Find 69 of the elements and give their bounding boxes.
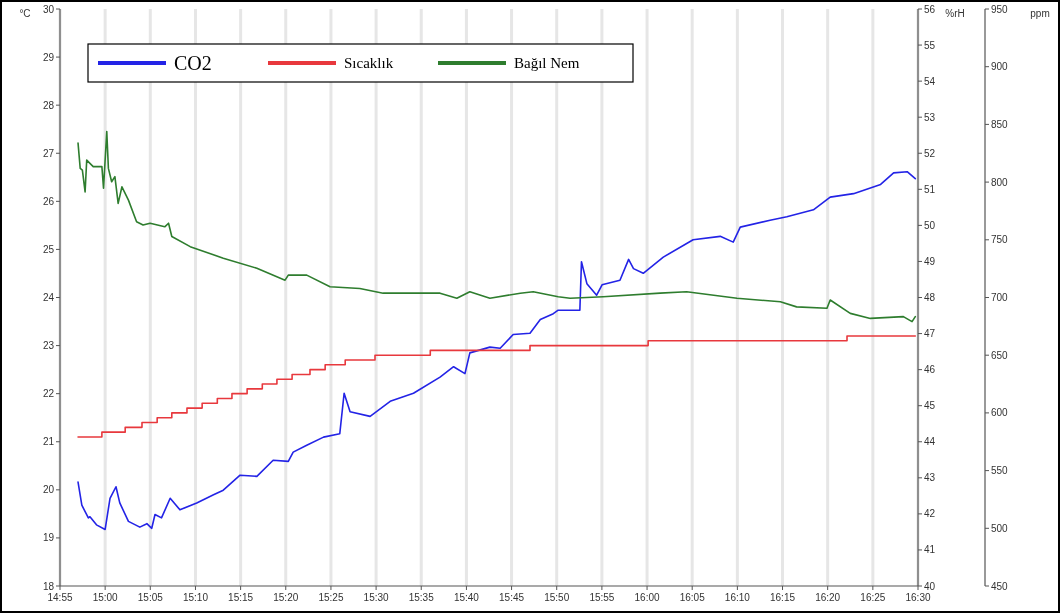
x-tick-label: 15:05	[137, 592, 164, 603]
y3-tick-label: 700	[991, 292, 1009, 303]
x-tick-label: 15:45	[499, 592, 525, 603]
y2-tick-label: 55	[924, 39, 936, 51]
x-tick-label: 16:30	[905, 592, 931, 603]
y2-tick-label: 47	[924, 328, 936, 340]
y3-tick-label: 550	[991, 465, 1009, 477]
x-tick-label: 16:00	[634, 592, 660, 603]
y2-tick-label: 43	[924, 472, 936, 484]
y2-tick-label: 52	[924, 147, 936, 159]
y2-tick-label: 40	[924, 580, 936, 592]
y-tick-label: 30	[42, 3, 55, 15]
y3-tick-label: 850	[991, 118, 1009, 130]
y-tick-label: 23	[42, 340, 55, 352]
y2-tick-label: 42	[924, 508, 936, 520]
x-tick-label: 16:20	[815, 592, 841, 603]
x-tick-label: 15:20	[273, 592, 299, 603]
x-tick-label: 16:15	[770, 592, 796, 603]
y3-tick-label: 900	[991, 61, 1009, 73]
y2-tick-label: 44	[924, 436, 936, 448]
x-tick-label: 15:30	[363, 592, 390, 603]
y-tick-label: 22	[42, 388, 55, 400]
x-tick-label: 15:50	[544, 592, 570, 603]
y-tick-label: 18	[42, 580, 55, 592]
y-tick-label: 19	[42, 532, 55, 544]
y-tick-label: 20	[42, 484, 55, 496]
y2-tick-label: 45	[924, 400, 936, 412]
y3-tick-label: 950	[991, 3, 1009, 15]
x-tick-label: 15:25	[318, 592, 344, 603]
x-tick-label: 15:35	[408, 592, 435, 603]
x-tick-label: 15:10	[182, 592, 209, 603]
y2-tick-label: 50	[924, 219, 936, 231]
x-tick-label: 15:00	[92, 592, 119, 603]
y-tick-label: 21	[42, 436, 55, 448]
x-tick-label: 15:55	[589, 592, 615, 603]
x-tick-label: 16:25	[860, 592, 886, 603]
y2-tick-label: 51	[924, 183, 936, 195]
x-tick-label: 16:10	[724, 592, 751, 603]
x-tick-label: 14:55	[47, 592, 73, 603]
y3-tick-label: 650	[991, 349, 1009, 361]
line-series	[77, 130, 917, 323]
y-tick-label: 29	[42, 51, 55, 63]
y3-tick-label: 800	[991, 176, 1009, 188]
legend-label: Sıcaklık	[344, 55, 394, 72]
y-tick-label: 25	[42, 243, 55, 255]
y-axis-title: °C	[19, 8, 31, 19]
y2-tick-label: 56	[924, 3, 936, 15]
y2-tick-label: 41	[924, 544, 936, 556]
y2-axis-title: %rH	[945, 8, 965, 19]
x-tick-label: 15:15	[228, 592, 254, 603]
y3-axis-title: ppm	[1030, 8, 1050, 19]
y3-tick-label: 450	[991, 580, 1009, 592]
y3-tick-label: 600	[991, 407, 1009, 419]
y2-tick-label: 54	[924, 75, 936, 87]
y-tick-label: 24	[42, 292, 55, 303]
y3-tick-label: 750	[991, 234, 1009, 246]
y-tick-label: 26	[42, 195, 55, 207]
line-series	[77, 170, 917, 531]
y-tick-label: 27	[42, 147, 55, 159]
y2-tick-label: 48	[924, 292, 936, 303]
legend-label: Bağıl Nem	[514, 55, 580, 72]
y2-tick-label: 46	[924, 364, 936, 376]
y2-tick-label: 49	[924, 255, 936, 267]
y3-tick-label: 500	[991, 522, 1009, 534]
legend-label: CO2	[174, 52, 212, 74]
y2-tick-label: 53	[924, 111, 936, 123]
x-tick-label: 16:05	[679, 592, 706, 603]
x-tick-label: 15:40	[453, 592, 480, 603]
y-tick-label: 28	[42, 99, 55, 111]
